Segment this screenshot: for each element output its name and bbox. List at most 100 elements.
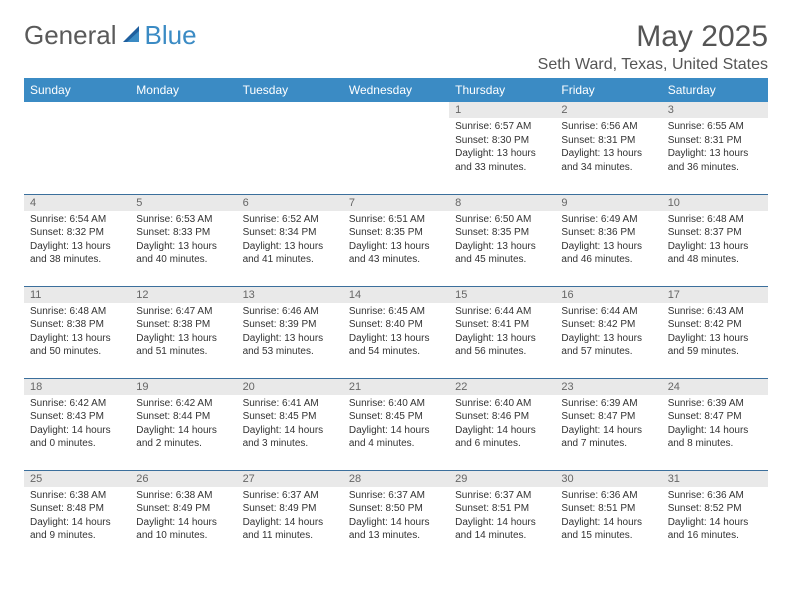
day-number: 20 <box>237 379 343 395</box>
header: General Blue May 2025 Seth Ward, Texas, … <box>24 20 768 74</box>
day-details: Sunrise: 6:41 AMSunset: 8:45 PMDaylight:… <box>237 395 343 455</box>
daylight-text: Daylight: 13 hours and 40 minutes. <box>136 240 230 267</box>
day-cell: 14Sunrise: 6:45 AMSunset: 8:40 PMDayligh… <box>343 286 449 378</box>
daylight-text: Daylight: 14 hours and 14 minutes. <box>455 516 549 543</box>
week-row: 4Sunrise: 6:54 AMSunset: 8:32 PMDaylight… <box>24 194 768 286</box>
sunset-text: Sunset: 8:39 PM <box>243 318 337 332</box>
sunrise-text: Sunrise: 6:37 AM <box>243 489 337 503</box>
weekday-header: Friday <box>555 78 661 102</box>
day-cell: 24Sunrise: 6:39 AMSunset: 8:47 PMDayligh… <box>662 378 768 470</box>
daylight-text: Daylight: 14 hours and 10 minutes. <box>136 516 230 543</box>
sunset-text: Sunset: 8:52 PM <box>668 502 762 516</box>
sunrise-text: Sunrise: 6:48 AM <box>668 213 762 227</box>
day-number: 12 <box>130 287 236 303</box>
sunrise-text: Sunrise: 6:36 AM <box>561 489 655 503</box>
day-number: 25 <box>24 471 130 487</box>
sunrise-text: Sunrise: 6:37 AM <box>349 489 443 503</box>
daylight-text: Daylight: 14 hours and 16 minutes. <box>668 516 762 543</box>
daylight-text: Daylight: 14 hours and 9 minutes. <box>30 516 124 543</box>
day-details: Sunrise: 6:56 AMSunset: 8:31 PMDaylight:… <box>555 118 661 178</box>
sunrise-text: Sunrise: 6:55 AM <box>668 120 762 134</box>
day-cell: 23Sunrise: 6:39 AMSunset: 8:47 PMDayligh… <box>555 378 661 470</box>
day-number: 5 <box>130 195 236 211</box>
day-number: 4 <box>24 195 130 211</box>
day-number: 14 <box>343 287 449 303</box>
sunrise-text: Sunrise: 6:56 AM <box>561 120 655 134</box>
day-details: Sunrise: 6:48 AMSunset: 8:37 PMDaylight:… <box>662 211 768 271</box>
daylight-text: Daylight: 13 hours and 59 minutes. <box>668 332 762 359</box>
daylight-text: Daylight: 14 hours and 2 minutes. <box>136 424 230 451</box>
daylight-text: Daylight: 13 hours and 57 minutes. <box>561 332 655 359</box>
logo: General Blue <box>24 20 197 51</box>
weekday-header: Monday <box>130 78 236 102</box>
day-details: Sunrise: 6:49 AMSunset: 8:36 PMDaylight:… <box>555 211 661 271</box>
sunset-text: Sunset: 8:40 PM <box>349 318 443 332</box>
day-number: 7 <box>343 195 449 211</box>
daylight-text: Daylight: 14 hours and 8 minutes. <box>668 424 762 451</box>
day-details: Sunrise: 6:55 AMSunset: 8:31 PMDaylight:… <box>662 118 768 178</box>
day-number: 2 <box>555 102 661 118</box>
day-details: Sunrise: 6:45 AMSunset: 8:40 PMDaylight:… <box>343 303 449 363</box>
day-cell: 18Sunrise: 6:42 AMSunset: 8:43 PMDayligh… <box>24 378 130 470</box>
day-number: 17 <box>662 287 768 303</box>
sunset-text: Sunset: 8:45 PM <box>243 410 337 424</box>
day-cell: 26Sunrise: 6:38 AMSunset: 8:49 PMDayligh… <box>130 470 236 562</box>
weekday-header: Wednesday <box>343 78 449 102</box>
sunset-text: Sunset: 8:38 PM <box>136 318 230 332</box>
day-cell: 29Sunrise: 6:37 AMSunset: 8:51 PMDayligh… <box>449 470 555 562</box>
weekday-header-row: Sunday Monday Tuesday Wednesday Thursday… <box>24 78 768 102</box>
day-number: 10 <box>662 195 768 211</box>
sunrise-text: Sunrise: 6:38 AM <box>136 489 230 503</box>
day-details: Sunrise: 6:39 AMSunset: 8:47 PMDaylight:… <box>555 395 661 455</box>
day-number: 13 <box>237 287 343 303</box>
daylight-text: Daylight: 13 hours and 45 minutes. <box>455 240 549 267</box>
sunset-text: Sunset: 8:45 PM <box>349 410 443 424</box>
logo-word2: Blue <box>145 20 197 51</box>
sunset-text: Sunset: 8:51 PM <box>455 502 549 516</box>
day-cell: 19Sunrise: 6:42 AMSunset: 8:44 PMDayligh… <box>130 378 236 470</box>
weekday-header: Thursday <box>449 78 555 102</box>
day-cell <box>343 102 449 194</box>
sunrise-text: Sunrise: 6:54 AM <box>30 213 124 227</box>
day-cell: 21Sunrise: 6:40 AMSunset: 8:45 PMDayligh… <box>343 378 449 470</box>
sunrise-text: Sunrise: 6:52 AM <box>243 213 337 227</box>
day-details: Sunrise: 6:42 AMSunset: 8:43 PMDaylight:… <box>24 395 130 455</box>
sunrise-text: Sunrise: 6:36 AM <box>668 489 762 503</box>
day-number: 29 <box>449 471 555 487</box>
daylight-text: Daylight: 13 hours and 33 minutes. <box>455 147 549 174</box>
day-cell: 3Sunrise: 6:55 AMSunset: 8:31 PMDaylight… <box>662 102 768 194</box>
day-details: Sunrise: 6:44 AMSunset: 8:41 PMDaylight:… <box>449 303 555 363</box>
sunrise-text: Sunrise: 6:49 AM <box>561 213 655 227</box>
sunset-text: Sunset: 8:32 PM <box>30 226 124 240</box>
sunrise-text: Sunrise: 6:39 AM <box>668 397 762 411</box>
day-cell: 25Sunrise: 6:38 AMSunset: 8:48 PMDayligh… <box>24 470 130 562</box>
sunset-text: Sunset: 8:31 PM <box>668 134 762 148</box>
calendar-table: Sunday Monday Tuesday Wednesday Thursday… <box>24 78 768 562</box>
daylight-text: Daylight: 14 hours and 15 minutes. <box>561 516 655 543</box>
sunset-text: Sunset: 8:49 PM <box>136 502 230 516</box>
day-number: 1 <box>449 102 555 118</box>
daylight-text: Daylight: 13 hours and 54 minutes. <box>349 332 443 359</box>
sunset-text: Sunset: 8:37 PM <box>668 226 762 240</box>
sunrise-text: Sunrise: 6:39 AM <box>561 397 655 411</box>
sunset-text: Sunset: 8:31 PM <box>561 134 655 148</box>
sail-icon <box>121 20 145 51</box>
day-cell: 6Sunrise: 6:52 AMSunset: 8:34 PMDaylight… <box>237 194 343 286</box>
day-number: 28 <box>343 471 449 487</box>
day-cell: 31Sunrise: 6:36 AMSunset: 8:52 PMDayligh… <box>662 470 768 562</box>
sunrise-text: Sunrise: 6:46 AM <box>243 305 337 319</box>
title-block: May 2025 Seth Ward, Texas, United States <box>538 20 768 74</box>
daylight-text: Daylight: 13 hours and 56 minutes. <box>455 332 549 359</box>
day-details: Sunrise: 6:52 AMSunset: 8:34 PMDaylight:… <box>237 211 343 271</box>
sunset-text: Sunset: 8:44 PM <box>136 410 230 424</box>
sunrise-text: Sunrise: 6:53 AM <box>136 213 230 227</box>
day-cell: 13Sunrise: 6:46 AMSunset: 8:39 PMDayligh… <box>237 286 343 378</box>
daylight-text: Daylight: 13 hours and 38 minutes. <box>30 240 124 267</box>
day-cell <box>24 102 130 194</box>
day-details: Sunrise: 6:38 AMSunset: 8:49 PMDaylight:… <box>130 487 236 547</box>
week-row: 25Sunrise: 6:38 AMSunset: 8:48 PMDayligh… <box>24 470 768 562</box>
daylight-text: Daylight: 14 hours and 3 minutes. <box>243 424 337 451</box>
daylight-text: Daylight: 14 hours and 7 minutes. <box>561 424 655 451</box>
day-number: 30 <box>555 471 661 487</box>
daylight-text: Daylight: 14 hours and 6 minutes. <box>455 424 549 451</box>
